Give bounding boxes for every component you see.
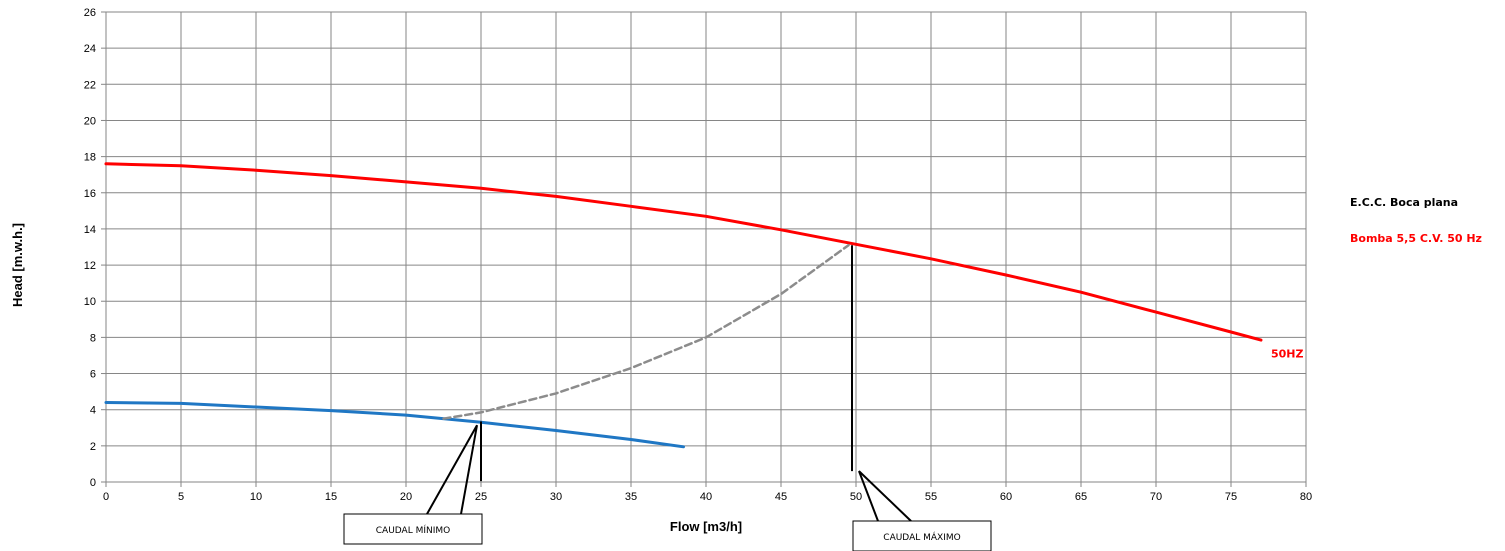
y-tick-label: 0 [90,477,96,489]
legend-title: E.C.C. Boca plana [1350,196,1458,209]
x-axis-title: Flow [m3/h] [670,519,742,534]
x-tick-label: 65 [1075,491,1087,503]
y-tick-label: 16 [84,188,96,200]
x-tick-label: 20 [400,491,412,503]
x-tick-label: 45 [775,491,787,503]
tick-labels: 0 5 10 15 20 25 30 35 40 45 50 55 60 65 70 75 8002468101… [84,7,1312,503]
y-tick-label: 6 [90,369,96,381]
min-flow-box [343,513,483,545]
x-tick-label: 5 [178,491,184,503]
x-tick-label: 80 [1300,491,1312,503]
y-tick-label: 22 [84,79,96,91]
min-flow-callout [426,424,478,515]
legend-entry: Bomba 5,5 C.V. 50 Hz [1350,232,1482,245]
x-tick-label: 35 [625,491,637,503]
y-tick-label: 20 [84,115,96,127]
series-end-label: 50HZ [1271,348,1304,361]
x-tick-label: 50 [850,491,862,503]
y-tick-label: 2 [90,441,96,453]
y-tick-label: 18 [84,152,96,164]
y-tick-label: 26 [84,7,96,19]
y-tick-label: 24 [84,43,96,55]
max-flow-callout [858,470,912,522]
x-tick-label: 25 [475,491,487,503]
x-tick-label: 10 [250,491,262,503]
y-tick-label: 14 [84,224,96,236]
max-flow-text: CAUDAL MÁXIMO [883,531,960,543]
y-tick-label: 10 [84,296,96,308]
annotations: 50HZ CAUDAL MÍNIMO CAUDAL MÁXIMO [343,245,1304,551]
grid-lines [101,11,1307,487]
y-tick-label: 12 [84,260,96,272]
x-tick-label: 55 [925,491,937,503]
x-tick-label: 15 [325,491,337,503]
series-lines [104,162,1263,449]
x-tick-label: 70 [1150,491,1162,503]
series-line-2 [442,243,850,420]
y-tick-label: 4 [90,405,96,417]
series-line-1 [104,401,685,449]
y-tick-label: 8 [90,332,96,344]
series-line-0 [104,162,1263,342]
max-flow-box [852,520,992,551]
x-tick-label: 75 [1225,491,1237,503]
x-tick-label: 40 [700,491,712,503]
y-axis-title: Head [m.w.h.] [10,223,25,307]
min-flow-text: CAUDAL MÍNIMO [376,524,451,536]
x-tick-label: 30 [550,491,562,503]
x-tick-label: 60 [1000,491,1012,503]
x-tick-label: 0 [103,491,109,503]
